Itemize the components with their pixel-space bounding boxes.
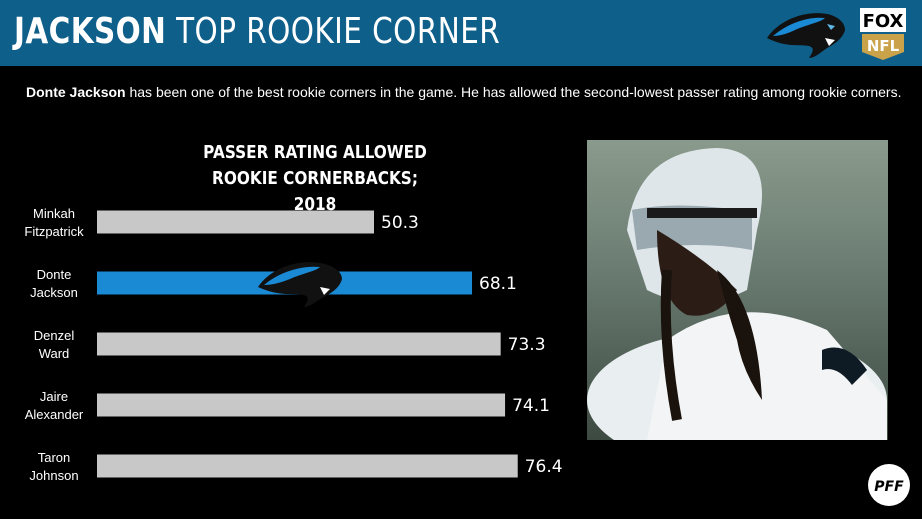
- subtitle: Donte Jackson has been one of the best r…: [26, 84, 901, 100]
- category-label: Johnson: [29, 468, 78, 483]
- bar-chart: 50.3 Minkah Fitzpatrick 68.1 Donte Jackson 73.…: [24, 206, 563, 483]
- category-label: Denzel: [34, 328, 75, 343]
- fox-nfl-badge-icon: FOX NFL: [860, 8, 906, 60]
- category-label: Taron: [38, 450, 71, 465]
- chart-title-line-1: PASSER RATING ALLOWED: [203, 142, 427, 163]
- bar-jaire-alexander: [97, 393, 506, 417]
- category-label: Donte: [37, 267, 72, 282]
- value-label: 68.1: [479, 274, 517, 294]
- category-label: Fitzpatrick: [24, 224, 84, 239]
- value-label: 74.1: [512, 396, 550, 416]
- nfl-text: NFL: [867, 37, 900, 55]
- category-label: Alexander: [25, 407, 84, 422]
- chart-title: PASSER RATING ALLOWED ROOKIE CORNERBACKS…: [200, 140, 430, 218]
- panthers-logo-icon: [767, 13, 845, 58]
- bar-taron-johnson: [97, 454, 518, 478]
- category-label: Minkah: [33, 206, 75, 221]
- page-title: JACKSON TOP ROOKIE CORNER: [14, 10, 500, 54]
- category-label: Jaire: [40, 389, 68, 404]
- bar-denzel-ward: [97, 332, 501, 356]
- player-photo-illustration: [587, 148, 887, 440]
- panthers-logo-icon: [258, 262, 342, 307]
- pff-logo-icon: PFF: [868, 464, 910, 506]
- pff-text: PFF: [874, 479, 904, 495]
- category-label: Jackson: [30, 285, 78, 300]
- fox-text: FOX: [863, 11, 904, 32]
- chart-title-line-2: ROOKIE CORNERBACKS; 2018: [212, 168, 418, 215]
- header-bar: JACKSON TOP ROOKIE CORNER FOX NFL: [0, 0, 922, 66]
- value-label: 76.4: [525, 457, 563, 477]
- subtitle-text: has been one of the best rookie corners …: [129, 84, 902, 100]
- value-label: 50.3: [381, 213, 419, 233]
- category-label: Ward: [39, 346, 70, 361]
- bar-minkah-fitzpatrick: [97, 210, 374, 234]
- title-bold: JACKSON: [14, 11, 167, 52]
- subtitle-name: Donte Jackson: [26, 84, 126, 100]
- player-photo: [587, 140, 888, 440]
- title-rest: TOP ROOKIE CORNER: [176, 11, 501, 52]
- value-label: 73.3: [508, 335, 546, 355]
